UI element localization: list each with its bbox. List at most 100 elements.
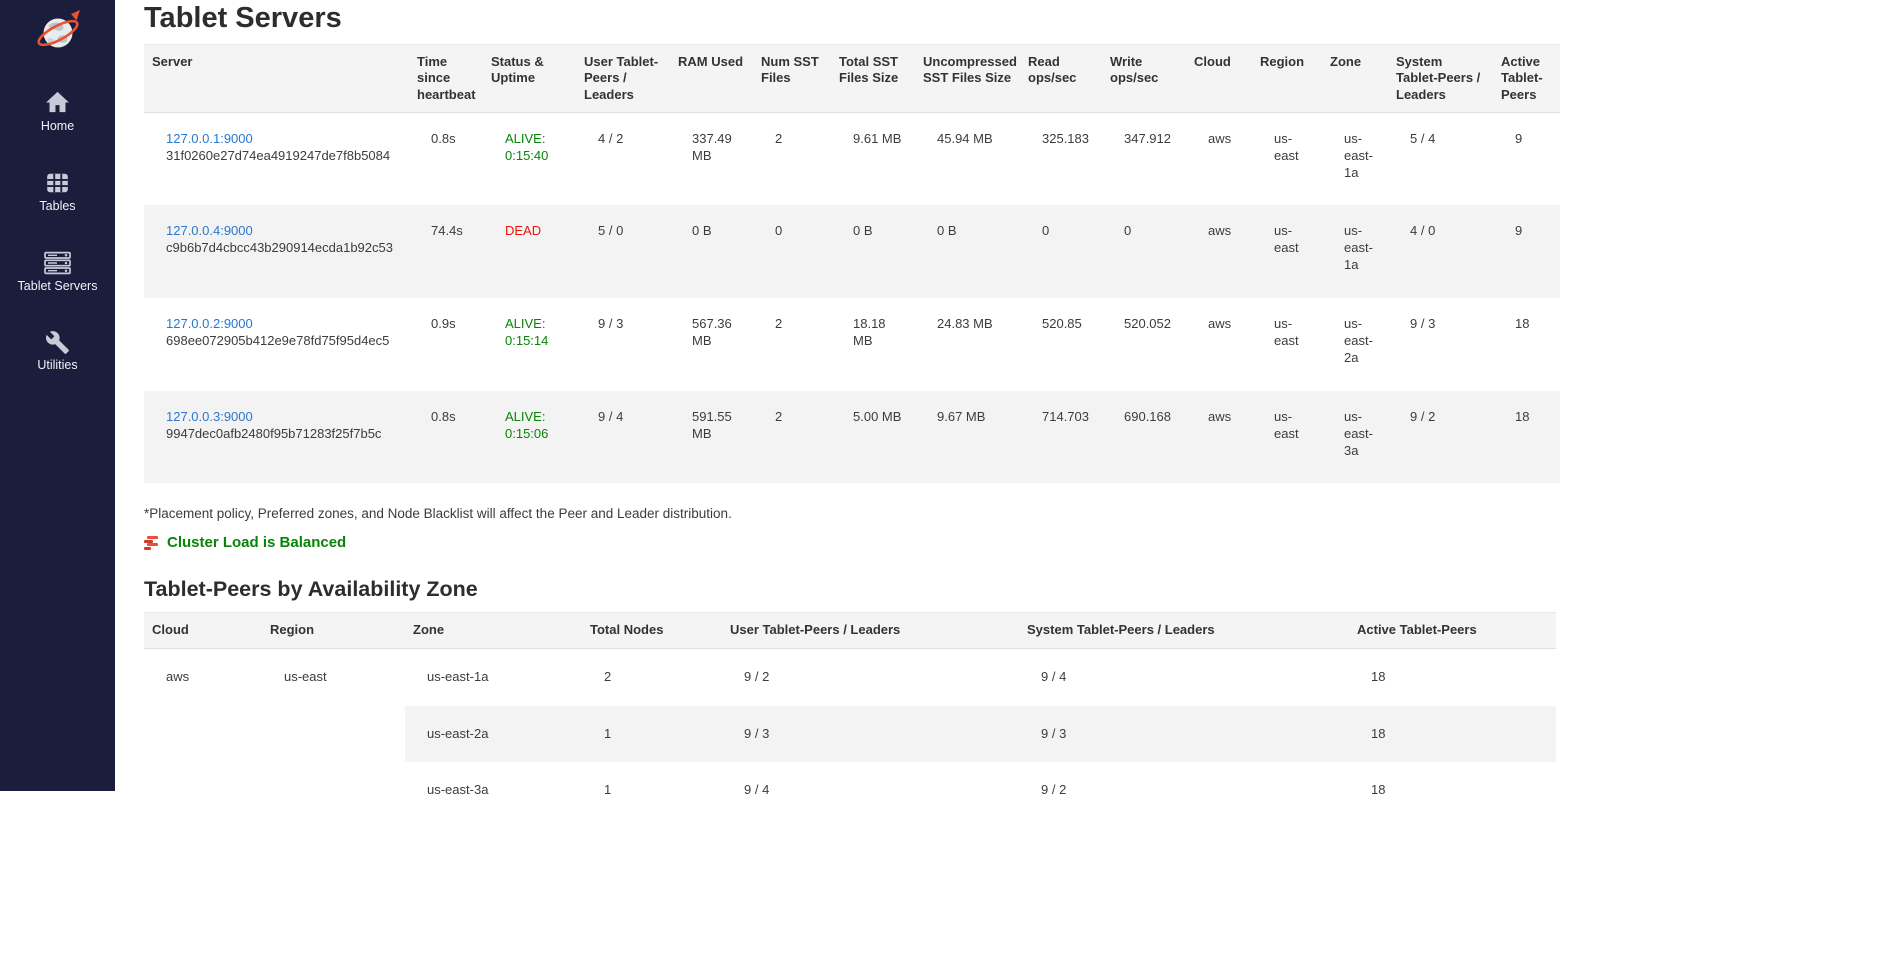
zone-cell: us-east-1a bbox=[1322, 205, 1388, 299]
col-header-ram: RAM Used bbox=[670, 44, 753, 113]
active-peers-cell: 18 bbox=[1371, 782, 1386, 798]
status-text: DEAD bbox=[505, 223, 542, 239]
sidebar: Home Tables bbox=[0, 0, 115, 791]
system-peers-cell: 5 / 4 bbox=[1410, 130, 1436, 146]
read-ops-cell: 714.703 bbox=[1020, 390, 1102, 484]
col-header-zone: Zone bbox=[1322, 44, 1388, 113]
active-peers-cell: 18 bbox=[1515, 316, 1530, 332]
write-ops-cell: 520.052 bbox=[1124, 316, 1171, 332]
col-header-active-peers: Active Tablet-Peers bbox=[1349, 612, 1556, 649]
server-link[interactable]: 127.0.0.2:9000 bbox=[166, 316, 253, 332]
utilities-icon bbox=[45, 327, 70, 355]
sst-size-cell: 0 B bbox=[831, 205, 915, 299]
ram-cell: 0 B bbox=[670, 205, 753, 299]
total-nodes-cell: 1 bbox=[604, 782, 612, 798]
server-cell: 127.0.0.4:9000 c9b6b7d4cbcc43b290914ecda… bbox=[144, 205, 409, 299]
sidebar-item-label: Tables bbox=[39, 198, 76, 213]
server-row: 127.0.0.3:9000 9947dec0afb2480f95b71283f… bbox=[144, 390, 1560, 484]
page-title: Tablet Servers bbox=[144, 2, 342, 34]
user-peers-cell: 5 / 0 bbox=[576, 205, 670, 299]
server-uuid: 698ee072905b412e9e78fd75f95d4ec5 bbox=[166, 332, 390, 348]
server-link[interactable]: 127.0.0.3:9000 bbox=[166, 408, 253, 424]
zone-cell: us-east-1a bbox=[427, 668, 489, 684]
ram-cell: 591.55 MB bbox=[670, 390, 753, 484]
col-header-user-peers: User Tablet-Peers / Leaders bbox=[722, 612, 1019, 649]
servers-table-header-row: Server Time since heartbeat Status & Upt… bbox=[144, 44, 1560, 113]
cloud-cell: aws bbox=[1186, 390, 1252, 484]
system-peers-cell: 9 / 2 bbox=[1388, 390, 1493, 484]
col-header-write-ops: Write ops/sec bbox=[1102, 44, 1186, 113]
sidebar-item-home[interactable]: Home bbox=[18, 88, 98, 134]
system-peers-cell: 9 / 3 bbox=[1019, 705, 1349, 763]
section-title-zones: Tablet-Peers by Availability Zone bbox=[144, 577, 478, 602]
server-row: 127.0.0.2:9000 698ee072905b412e9e78fd75f… bbox=[144, 298, 1560, 391]
server-uuid: 31f0260e27d74ea4919247de7f8b5084 bbox=[166, 147, 391, 163]
zone-cell: us-east-3a bbox=[1322, 390, 1388, 484]
globe-rocket-icon bbox=[33, 7, 83, 60]
col-header-user-peers: User Tablet-Peers / Leaders bbox=[576, 44, 670, 113]
system-peers-cell: 9 / 3 bbox=[1410, 316, 1436, 332]
yugabyte-logo[interactable] bbox=[33, 8, 83, 58]
heartbeat-cell: 0.8s bbox=[431, 130, 456, 146]
region-cell: us-east bbox=[262, 648, 405, 820]
sst-size-cell: 5.00 MB bbox=[831, 390, 915, 484]
cluster-load-status: Cluster Load is Balanced bbox=[144, 534, 1900, 551]
active-peers-cell: 18 bbox=[1371, 668, 1386, 684]
col-header-uncompressed-sst: Uncompressed SST Files Size bbox=[915, 44, 1020, 113]
heartbeat-cell: 0.8s bbox=[409, 390, 483, 484]
server-cell: 127.0.0.3:9000 9947dec0afb2480f95b71283f… bbox=[144, 390, 409, 484]
sidebar-item-tablet-servers[interactable]: Tablet Servers bbox=[17, 248, 98, 294]
tablet-servers-table: Server Time since heartbeat Status & Upt… bbox=[144, 44, 1560, 484]
server-uuid: c9b6b7d4cbcc43b290914ecda1b92c53 bbox=[166, 240, 393, 256]
sidebar-item-tables[interactable]: Tables bbox=[18, 168, 98, 214]
zones-table-header-row: Cloud Region Zone Total Nodes User Table… bbox=[144, 612, 1556, 649]
read-ops-cell: 0 bbox=[1020, 205, 1102, 299]
server-row: 127.0.0.4:9000 c9b6b7d4cbcc43b290914ecda… bbox=[144, 205, 1560, 299]
num-sst-cell: 2 bbox=[775, 130, 783, 146]
user-peers-cell: 9 / 4 bbox=[576, 390, 670, 484]
status-cell: ALIVE: 0:15:14 bbox=[483, 298, 576, 391]
server-link[interactable]: 127.0.0.4:9000 bbox=[166, 223, 253, 239]
status-cell: ALIVE: 0:15:06 bbox=[483, 390, 576, 484]
user-peers-cell: 9 / 2 bbox=[744, 668, 770, 684]
uptime-text: 0:15:14 bbox=[505, 332, 549, 348]
sidebar-item-label: Tablet Servers bbox=[17, 278, 98, 293]
sst-size-cell: 18.18 MB bbox=[853, 316, 886, 348]
zone-cell: us-east-2a bbox=[1344, 316, 1373, 365]
zone-cell: us-east-3a bbox=[427, 782, 489, 798]
sst-size-cell: 9.61 MB bbox=[853, 130, 902, 146]
tables-icon bbox=[44, 168, 71, 196]
home-icon bbox=[44, 88, 71, 116]
write-ops-cell: 347.912 bbox=[1124, 130, 1171, 146]
uptime-text: 0:15:40 bbox=[505, 147, 549, 163]
region-cell: us-east bbox=[1252, 390, 1322, 484]
num-sst-cell: 0 bbox=[753, 205, 831, 299]
balance-status-text: Cluster Load is Balanced bbox=[167, 534, 347, 552]
col-header-region: Region bbox=[1252, 44, 1322, 113]
server-link[interactable]: 127.0.0.1:9000 bbox=[166, 130, 253, 146]
heartbeat-cell: 74.4s bbox=[409, 205, 483, 299]
active-peers-cell: 18 bbox=[1349, 705, 1556, 763]
server-uuid: 9947dec0afb2480f95b71283f25f7b5c bbox=[166, 425, 382, 441]
cloud-cell: aws bbox=[1208, 130, 1232, 146]
zones-table: Cloud Region Zone Total Nodes User Table… bbox=[144, 612, 1556, 820]
user-peers-cell: 9 / 3 bbox=[722, 705, 1019, 763]
system-peers-cell: 9 / 2 bbox=[1041, 782, 1067, 798]
user-peers-cell: 4 / 2 bbox=[598, 130, 624, 146]
col-header-region: Region bbox=[262, 612, 405, 649]
num-sst-cell: 2 bbox=[775, 316, 783, 332]
read-ops-cell: 520.85 bbox=[1042, 316, 1082, 332]
uncompressed-sst-cell: 24.83 MB bbox=[937, 316, 993, 332]
uncompressed-sst-cell: 9.67 MB bbox=[915, 390, 1020, 484]
status-cell: ALIVE: 0:15:40 bbox=[483, 112, 576, 205]
server-cell: 127.0.0.2:9000 698ee072905b412e9e78fd75f… bbox=[144, 298, 409, 391]
sidebar-item-utilities[interactable]: Utilities bbox=[18, 327, 98, 373]
status-text: ALIVE: bbox=[505, 130, 546, 146]
col-header-read-ops: Read ops/sec bbox=[1020, 44, 1102, 113]
col-header-cloud: Cloud bbox=[144, 612, 262, 649]
user-peers-cell: 9 / 3 bbox=[598, 316, 624, 332]
cloud-cell: aws bbox=[144, 648, 262, 820]
col-header-cloud: Cloud bbox=[1186, 44, 1252, 113]
col-header-active-peers: Active Tablet-Peers bbox=[1493, 44, 1560, 113]
